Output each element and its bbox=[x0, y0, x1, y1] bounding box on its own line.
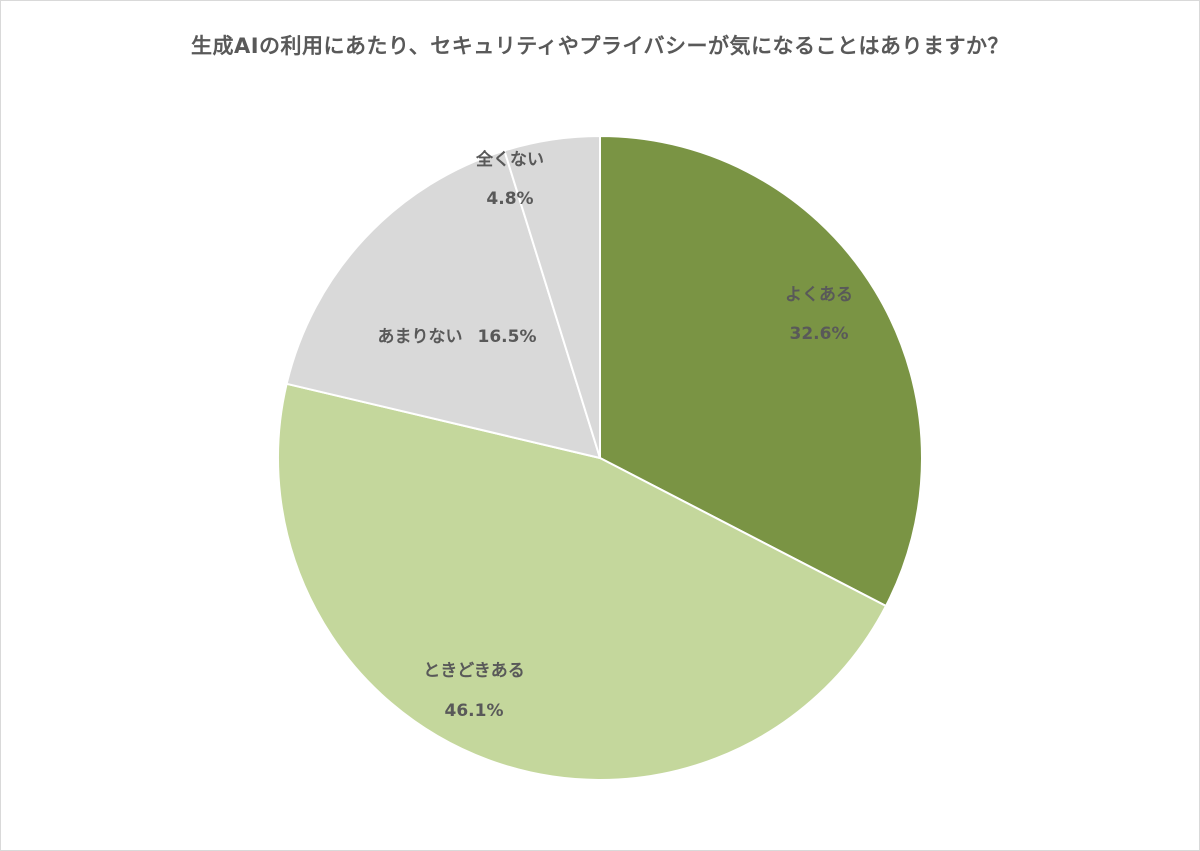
label-value-2: 16.5% bbox=[478, 327, 537, 347]
label-name-1: ときどきある bbox=[423, 661, 525, 681]
pie-slice-3 bbox=[503, 134, 601, 459]
pie-slice-1 bbox=[277, 382, 888, 781]
label-name-0: よくある bbox=[785, 285, 853, 305]
label-name-3: 全くない bbox=[475, 149, 544, 170]
label-value-1: 46.1% bbox=[445, 701, 504, 721]
chart-title: 生成AIの利用にあたり、セキュリティやプライバシーが気になることはありますか？ bbox=[190, 34, 1010, 58]
pie-slice-0 bbox=[599, 134, 923, 608]
label-name-2: あまりない bbox=[378, 327, 463, 347]
label-value-3: 4.8% bbox=[486, 189, 533, 209]
pie-slice-2 bbox=[285, 149, 602, 460]
label-value-0: 32.6% bbox=[790, 324, 849, 344]
